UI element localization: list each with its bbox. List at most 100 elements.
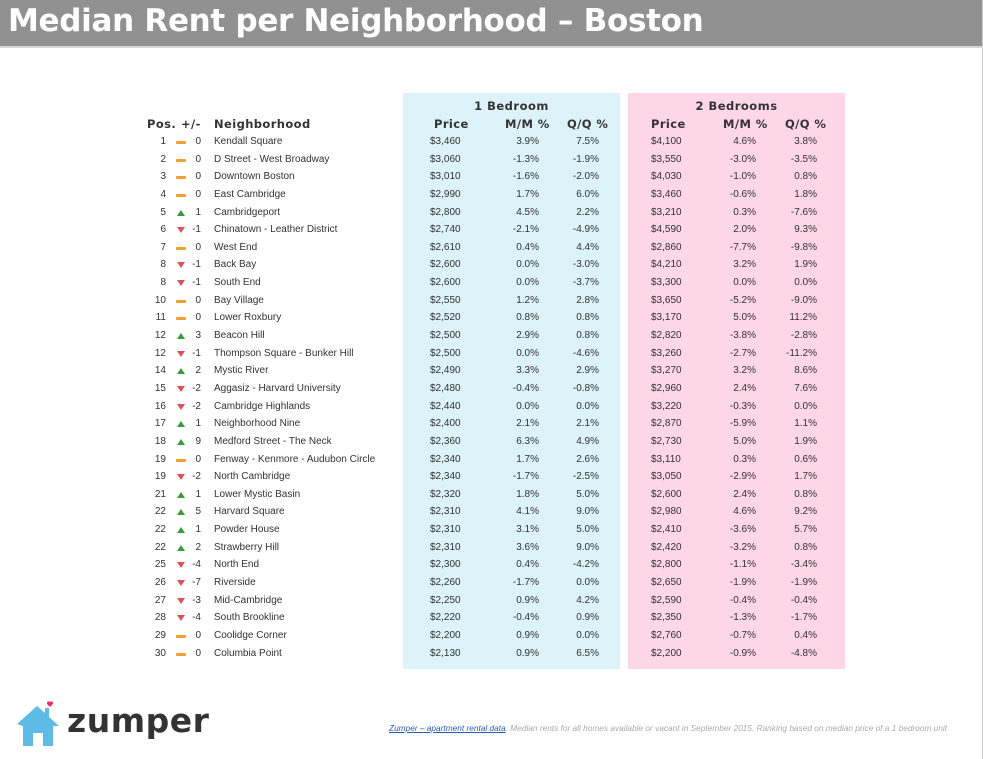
- price-2br-cell: $3,650: [651, 294, 682, 306]
- mm-1br-cell: 2.9%: [516, 330, 539, 342]
- table-row: 18 9 Medford Street - The Neck $2,360 6.3% 4.…: [0, 434, 983, 452]
- qq-1br-cell: 2.9%: [576, 365, 599, 377]
- rank-change-cell: 2: [195, 365, 201, 377]
- rank-change-cell: 5: [195, 506, 201, 518]
- rank-change-cell: -2: [192, 471, 201, 483]
- rank-change-cell: 3: [195, 330, 201, 342]
- table-row: 11 0 Lower Roxbury $2,520 0.8% 0.8% $3,170 5.0%…: [0, 310, 983, 328]
- price-1br-cell: $2,360: [430, 435, 461, 447]
- qq-1br-cell: -1.9%: [572, 153, 599, 165]
- position-cell: 21: [154, 488, 166, 500]
- rank-change-cell: 1: [195, 206, 201, 218]
- qq-1br-cell: 0.0%: [576, 400, 599, 412]
- trend-up-icon: [175, 366, 187, 376]
- table-row: 8 -1 South End $2,600 0.0% -3.7% $3,300 0.0% 0.0…: [0, 275, 983, 293]
- mm-1br-cell: -1.6%: [512, 171, 539, 183]
- neighborhood-cell: Back Bay: [214, 259, 257, 271]
- qq-1br-cell: 0.0%: [576, 577, 599, 589]
- neighborhood-cell: South Brookline: [214, 612, 285, 624]
- trend-up-icon: [175, 507, 187, 517]
- qq-1br-cell: -3.0%: [572, 259, 599, 271]
- rank-change-cell: 1: [195, 418, 201, 430]
- qq-2br-cell: 3.8%: [794, 136, 817, 147]
- price-1br-cell: $2,260: [430, 577, 461, 589]
- mm-1br-cell: 0.0%: [516, 347, 539, 359]
- position-cell: 6: [160, 224, 166, 236]
- mm-1br-cell: 1.7%: [516, 188, 539, 200]
- col-header-neighborhood: Neighborhood: [214, 117, 311, 131]
- position-cell: 1: [160, 136, 166, 147]
- position-cell: 22: [154, 506, 166, 518]
- page-title: Median Rent per Neighborhood – Boston: [8, 3, 704, 39]
- trend-down-icon: [175, 278, 187, 288]
- neighborhood-cell: North End: [214, 559, 260, 571]
- mm-2br-cell: 2.0%: [733, 224, 756, 236]
- mm-2br-cell: 2.4%: [733, 488, 756, 500]
- qq-1br-cell: -4.6%: [572, 347, 599, 359]
- col-header-mm-1br: M/M %: [505, 117, 550, 131]
- qq-2br-cell: 0.8%: [794, 488, 817, 500]
- position-cell: 27: [154, 594, 166, 606]
- price-1br-cell: $2,490: [430, 365, 461, 377]
- neighborhood-cell: Coolidge Corner: [214, 629, 287, 641]
- neighborhood-cell: Chinatown - Leather District: [214, 224, 338, 236]
- trend-down-icon: [175, 596, 187, 606]
- trend-flat-icon: [175, 455, 187, 465]
- price-2br-cell: $3,270: [651, 365, 682, 377]
- trend-flat-icon: [175, 155, 187, 165]
- table-row: 21 1 Lower Mystic Basin $2,320 1.8% 5.0% $2,60…: [0, 487, 983, 505]
- col-header-price-1br: Price: [434, 117, 469, 131]
- title-bar: Median Rent per Neighborhood – Boston: [0, 0, 982, 48]
- house-heart-icon: [17, 701, 59, 746]
- table-row: 4 0 East Cambridge $2,990 1.7% 6.0% $3,460 -0.6…: [0, 187, 983, 205]
- neighborhood-cell: North Cambridge: [214, 471, 291, 483]
- position-cell: 12: [154, 347, 166, 359]
- qq-2br-cell: 1.1%: [794, 418, 817, 430]
- trend-down-icon: [175, 560, 187, 570]
- table-row: 27 -3 Mid-Cambridge $2,250 0.9% 4.2% $2,590 -0.…: [0, 593, 983, 611]
- col-header-qq-2br: Q/Q %: [785, 117, 827, 131]
- position-cell: 18: [154, 435, 166, 447]
- rank-change-cell: -2: [192, 382, 201, 394]
- qq-2br-cell: 1.7%: [794, 471, 817, 483]
- qq-1br-cell: -3.7%: [572, 277, 599, 289]
- qq-1br-cell: 6.5%: [576, 647, 599, 659]
- table-row: 29 0 Coolidge Corner $2,200 0.9% 0.0% $2,760 -0…: [0, 628, 983, 646]
- qq-1br-cell: 5.0%: [576, 488, 599, 500]
- position-cell: 5: [160, 206, 166, 218]
- rank-change-cell: -1: [192, 259, 201, 271]
- table-row: 22 2 Strawberry Hill $2,310 3.6% 9.0% $2,420 -3…: [0, 540, 983, 558]
- one-bedroom-panel: [403, 93, 620, 669]
- col-header-mm-2br: M/M %: [723, 117, 768, 131]
- table-row: 19 -2 North Cambridge $2,340 -1.7% -2.5% $3,05…: [0, 469, 983, 487]
- neighborhood-cell: Cambridgeport: [214, 206, 281, 218]
- qq-2br-cell: 7.6%: [794, 382, 817, 394]
- qq-2br-cell: -11.2%: [786, 347, 817, 359]
- rank-change-cell: 0: [195, 136, 201, 147]
- mm-2br-cell: -2.7%: [729, 347, 756, 359]
- rank-change-cell: -1: [192, 347, 201, 359]
- table-row: 19 0 Fenway - Kenmore - Audubon Circle $2,3…: [0, 452, 983, 470]
- qq-1br-cell: -0.8%: [572, 382, 599, 394]
- rank-change-cell: 0: [195, 188, 201, 200]
- rank-change-cell: 9: [195, 435, 201, 447]
- mm-1br-cell: 1.7%: [516, 453, 539, 465]
- mm-2br-cell: -1.3%: [729, 612, 756, 624]
- price-1br-cell: $2,600: [430, 259, 461, 271]
- price-1br-cell: $2,480: [430, 382, 461, 394]
- price-2br-cell: $4,030: [651, 171, 682, 183]
- price-1br-cell: $2,310: [430, 524, 461, 536]
- price-2br-cell: $4,100: [651, 136, 682, 147]
- mm-2br-cell: -3.0%: [729, 153, 756, 165]
- price-2br-cell: $2,730: [651, 435, 682, 447]
- price-1br-cell: $2,340: [430, 471, 461, 483]
- trend-flat-icon: [175, 631, 187, 641]
- group-header-2-bedrooms: 2 Bedrooms: [695, 99, 778, 113]
- qq-2br-cell: 8.6%: [794, 365, 817, 377]
- zumper-data-link[interactable]: Zumper – apartment rental data: [389, 723, 506, 733]
- mm-1br-cell: 3.1%: [516, 524, 539, 536]
- mm-1br-cell: 1.2%: [516, 294, 539, 306]
- mm-2br-cell: -0.7%: [729, 629, 756, 641]
- neighborhood-cell: Fenway - Kenmore - Audubon Circle: [214, 453, 376, 465]
- price-2br-cell: $2,650: [651, 577, 682, 589]
